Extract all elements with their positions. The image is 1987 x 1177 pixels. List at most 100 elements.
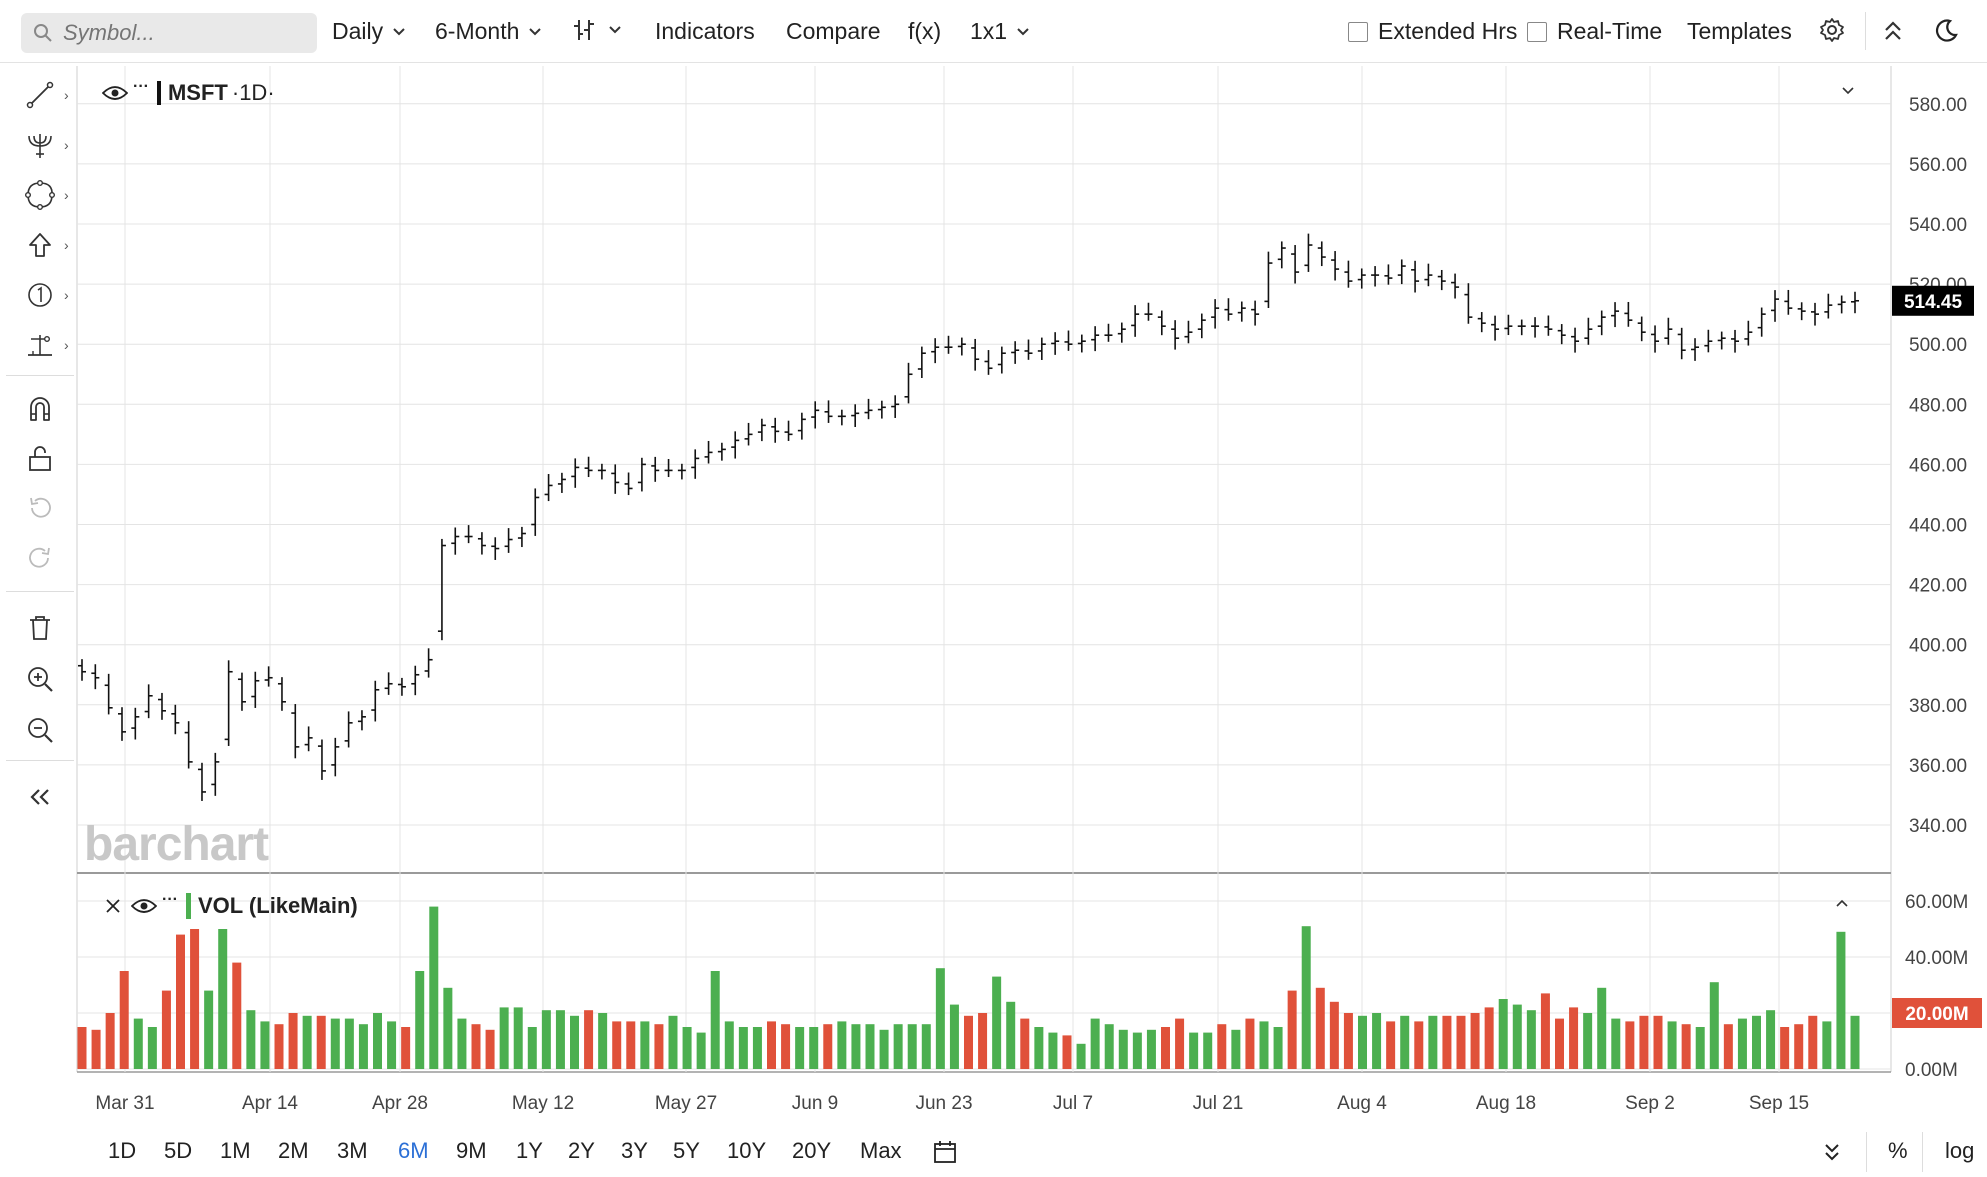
range-button-6m[interactable]: 6M xyxy=(398,1138,429,1163)
indicators-button[interactable]: Indicators xyxy=(655,18,755,44)
ohlc-bar xyxy=(1264,251,1273,308)
volume-label[interactable]: VOL (LikeMain) xyxy=(197,893,358,918)
zoom-in-button[interactable] xyxy=(20,659,60,699)
range-button-1y[interactable]: 1Y xyxy=(516,1138,543,1163)
extended-hrs-checkbox[interactable] xyxy=(1348,21,1368,42)
date-tick-label: Jul 7 xyxy=(1053,1093,1093,1114)
range-button-9m[interactable]: 9M xyxy=(456,1138,487,1163)
volume-bar xyxy=(1780,1027,1790,1069)
price-tick-label: 500.00 xyxy=(1909,335,1967,356)
date-tick-label: Mar 31 xyxy=(95,1093,154,1114)
range-button-20y[interactable]: 20Y xyxy=(792,1138,832,1163)
fork-tool[interactable]: › xyxy=(20,125,69,165)
dark-mode-button[interactable] xyxy=(1933,18,1959,44)
volume-bar xyxy=(1470,1013,1480,1069)
collapse-sidebar-button[interactable] xyxy=(20,777,60,817)
chevron-right-icon: › xyxy=(64,187,69,203)
ohlc-bar xyxy=(1451,273,1460,299)
pane-collapse-chevron-icon[interactable] xyxy=(1836,899,1848,907)
extended-hrs-toggle[interactable]: Extended Hrs xyxy=(1348,18,1517,45)
real-time-checkbox[interactable] xyxy=(1527,21,1547,42)
ohlc-bar xyxy=(1757,307,1766,337)
more-options-icon[interactable]: ··· xyxy=(133,78,149,95)
layout-label: 1x1 xyxy=(970,18,1008,44)
arrow-tool[interactable]: › xyxy=(20,225,69,265)
ohlc-bar xyxy=(811,401,820,429)
ohlc-bars-icon xyxy=(574,20,594,40)
range-button-max[interactable]: Max xyxy=(860,1138,902,1163)
volume-bar xyxy=(190,929,200,1069)
range-button-5d[interactable]: 5D xyxy=(164,1138,193,1163)
symbol-input[interactable] xyxy=(61,19,295,47)
undo-button[interactable] xyxy=(20,488,60,528)
symbol-label[interactable]: MSFT xyxy=(167,80,228,105)
eye-icon[interactable] xyxy=(102,85,128,101)
volume-bar xyxy=(373,1013,382,1069)
price-tick-label: 360.00 xyxy=(1909,756,1967,777)
ohlc-bar xyxy=(1371,266,1380,287)
ohlc-bar xyxy=(144,684,153,719)
more-options-icon[interactable]: ··· xyxy=(162,891,178,908)
ohlc-bar xyxy=(544,474,553,502)
volume-bar xyxy=(1442,1015,1452,1069)
close-icon[interactable] xyxy=(105,898,121,914)
volume-bar xyxy=(1062,1035,1072,1069)
redo-button[interactable] xyxy=(20,538,60,578)
shape-tool[interactable]: › xyxy=(20,175,69,215)
eye-icon[interactable] xyxy=(131,898,157,914)
range-button-3m[interactable]: 3M xyxy=(337,1138,368,1163)
range-button-1d[interactable]: 1D xyxy=(108,1138,137,1163)
range-button-2y[interactable]: 2Y xyxy=(568,1138,595,1163)
volume-bar xyxy=(823,1024,833,1069)
log-scale-button[interactable]: log xyxy=(1945,1138,1975,1163)
chevron-right-icon: › xyxy=(64,87,69,103)
percent-scale-button[interactable]: % xyxy=(1888,1138,1908,1163)
fx-button[interactable]: f(x) xyxy=(908,18,942,44)
range-button-2m[interactable]: 2M xyxy=(278,1138,309,1163)
volume-bar xyxy=(1090,1018,1100,1069)
period-label: 6-Month xyxy=(435,18,520,44)
chevron-down-icon xyxy=(393,27,405,35)
chevron-down-icon xyxy=(609,26,621,34)
volume-bar xyxy=(879,1029,889,1069)
ohlc-bar xyxy=(1531,317,1540,338)
trendline-tool[interactable]: › xyxy=(20,75,69,115)
pane-menu-chevron-icon[interactable] xyxy=(1842,87,1854,95)
volume-bar xyxy=(1625,1021,1635,1069)
volume-bar xyxy=(1076,1043,1086,1069)
period-dropdown[interactable]: 6-Month xyxy=(435,18,542,45)
templates-button[interactable]: Templates xyxy=(1687,18,1792,44)
ohlc-bar xyxy=(864,398,873,420)
ohlc-bar xyxy=(877,400,886,419)
range-button-5y[interactable]: 5Y xyxy=(673,1138,700,1163)
ohlc-bar xyxy=(491,537,500,560)
range-button-1m[interactable]: 1M xyxy=(220,1138,251,1163)
magnet-tool[interactable] xyxy=(20,388,60,428)
ohlc-bar xyxy=(1771,290,1780,322)
double-chevron-down-icon[interactable] xyxy=(1824,1142,1840,1162)
range-button-10y[interactable]: 10Y xyxy=(727,1138,767,1163)
collapse-toolbar-button[interactable] xyxy=(1883,20,1903,42)
real-time-toggle[interactable]: Real-Time xyxy=(1527,18,1662,45)
price-tick-label: 440.00 xyxy=(1909,516,1967,537)
delete-drawings-button[interactable] xyxy=(20,608,60,648)
chevron-down-icon xyxy=(529,27,542,35)
arrow-up-icon xyxy=(29,233,51,257)
compare-button[interactable]: Compare xyxy=(786,18,881,44)
interval-dropdown[interactable]: Daily xyxy=(332,18,405,45)
range-button-3y[interactable]: 3Y xyxy=(621,1138,648,1163)
ohlc-bar xyxy=(1677,327,1686,360)
settings-button[interactable] xyxy=(1819,17,1845,43)
calendar-icon[interactable] xyxy=(933,1140,957,1164)
chart-type-dropdown[interactable] xyxy=(573,18,621,42)
volume-bar xyxy=(1597,987,1607,1069)
symbol-search[interactable] xyxy=(21,13,317,53)
annotation-tool[interactable]: › xyxy=(20,275,69,315)
volume-bar xyxy=(204,990,214,1069)
ohlc-bar xyxy=(1851,291,1859,314)
zoom-out-button[interactable] xyxy=(20,710,60,750)
layout-dropdown[interactable]: 1x1 xyxy=(970,18,1029,45)
measure-tool[interactable]: › xyxy=(20,325,69,365)
lock-tool[interactable] xyxy=(20,438,60,478)
